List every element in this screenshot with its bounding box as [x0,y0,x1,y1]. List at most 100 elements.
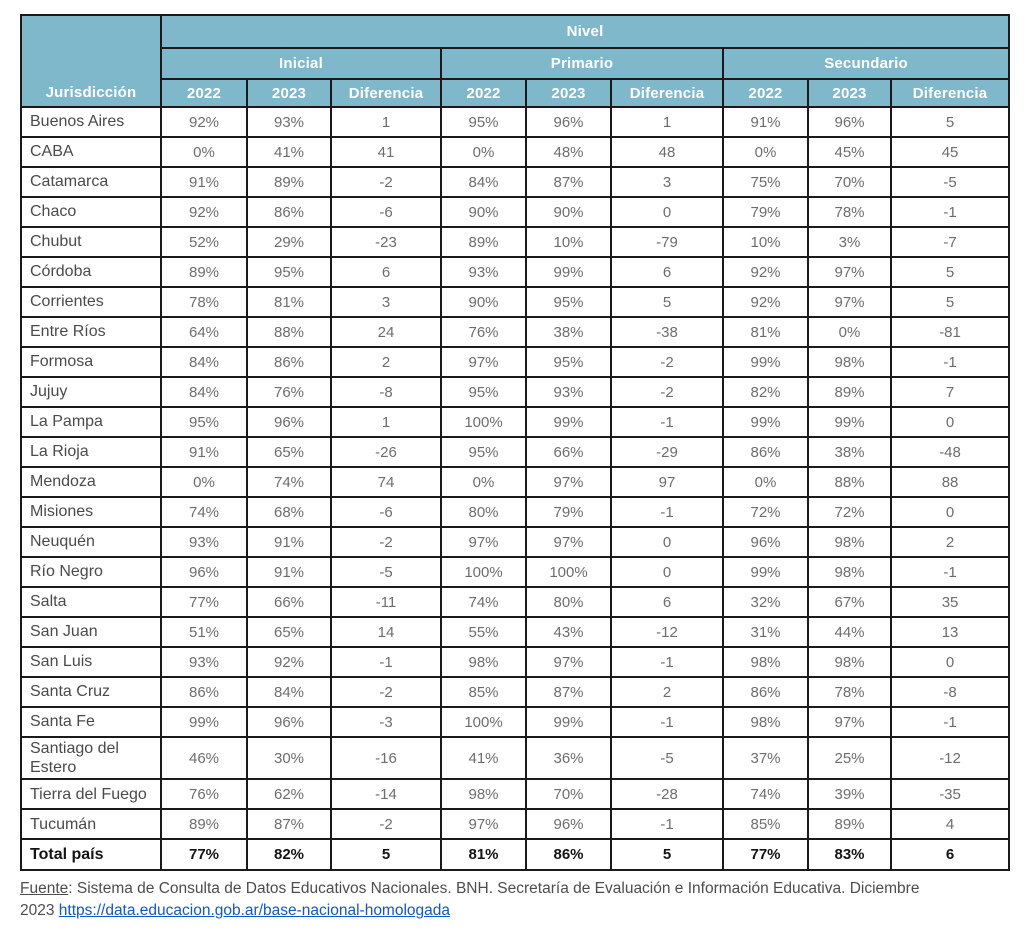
value-cell: 5 [889,256,1011,288]
value-cell: 92% [722,256,809,288]
value-cell: 89% [246,166,332,198]
value-cell: 96% [246,406,332,438]
value-cell: 85% [722,808,809,841]
value-cell: 91% [722,106,809,138]
value-cell: 91% [246,526,332,558]
value-cell: 78% [807,676,892,708]
value-cell: 13 [889,616,1011,648]
jurisdiction-cell: Córdoba [20,256,162,288]
value-cell: -79 [610,226,724,258]
value-cell: 93% [160,646,248,678]
jurisdiction-cell: San Juan [20,616,162,648]
value-cell: 98% [440,646,527,678]
value-cell: -2 [330,676,442,708]
value-cell: 5 [330,838,442,872]
column-header-inicial-2023: 2023 [246,78,332,108]
value-cell: 90% [525,196,612,228]
value-cell: 80% [440,496,527,528]
jurisdiction-cell: Neuquén [20,526,162,558]
value-cell: 70% [525,778,612,811]
value-cell: 86% [722,436,809,468]
value-cell: 76% [160,778,248,811]
value-cell: 6 [610,586,724,618]
value-cell: 97% [440,808,527,841]
jurisdiction-cell: San Luis [20,646,162,678]
jurisdiction-cell: Corrientes [20,286,162,318]
jurisdiction-cell: Total país [20,838,162,872]
table-row: Santa Cruz 86% 84% -2 85% 87% 2 86% 78% -8 [20,676,1011,708]
value-cell: 78% [807,196,892,228]
value-cell: 0 [889,496,1011,528]
value-cell: -48 [889,436,1011,468]
value-cell: -11 [330,586,442,618]
value-cell: 3 [330,286,442,318]
value-cell: 91% [160,166,248,198]
value-cell: 10% [722,226,809,258]
value-cell: -1 [610,406,724,438]
value-cell: -2 [330,808,442,841]
value-cell: 29% [246,226,332,258]
value-cell: 83% [807,838,892,872]
value-cell: 93% [525,376,612,408]
value-cell: 93% [440,256,527,288]
value-cell: 5 [610,838,724,872]
value-cell: 96% [525,106,612,138]
value-cell: 98% [807,556,892,588]
value-cell: 95% [525,286,612,318]
value-cell: 6 [610,256,724,288]
value-cell: 74% [440,586,527,618]
value-cell: -1 [610,706,724,738]
value-cell: 0 [610,196,724,228]
value-cell: -28 [610,778,724,811]
value-cell: 84% [160,376,248,408]
value-cell: 87% [525,676,612,708]
value-cell: -1 [610,496,724,528]
value-cell: 86% [722,676,809,708]
value-cell: 31% [722,616,809,648]
value-cell: 100% [525,556,612,588]
column-header-inicial-2022: 2022 [160,78,248,108]
jurisdiction-cell: CABA [20,136,162,168]
value-cell: 0% [160,136,248,168]
table-row: Mendoza 0% 74% 74 0% 97% 97 0% 88% 88 [20,466,1011,498]
value-cell: 64% [160,316,248,348]
value-cell: 86% [246,346,332,378]
value-cell: 0 [889,406,1011,438]
value-cell: 41% [440,735,527,781]
source-link[interactable]: https://data.educacion.gob.ar/base-nacio… [58,902,451,920]
value-cell: -16 [330,735,442,781]
jurisdiction-cell: Chaco [20,196,162,228]
value-cell: 97% [807,706,892,738]
value-cell: 25% [807,735,892,781]
jurisdiction-cell: Chubut [20,226,162,258]
value-cell: 97% [525,646,612,678]
value-cell: 99% [525,256,612,288]
value-cell: 93% [246,106,332,138]
value-cell: 2 [610,676,724,708]
value-cell: 1 [330,406,442,438]
value-cell: 76% [440,316,527,348]
value-cell: -7 [889,226,1011,258]
value-cell: 70% [807,166,892,198]
value-cell: 99% [722,346,809,378]
value-cell: -2 [610,376,724,408]
table-row: Chaco 92% 86% -6 90% 90% 0 79% 78% -1 [20,196,1011,228]
value-cell: 77% [160,586,248,618]
value-cell: 74% [722,778,809,811]
value-cell: 48 [610,136,724,168]
value-cell: 97% [525,466,612,498]
value-cell: 0 [889,646,1011,678]
value-cell: 97% [525,526,612,558]
value-cell: 87% [246,808,332,841]
value-cell: 86% [160,676,248,708]
value-cell: 95% [246,256,332,288]
value-cell: -8 [889,676,1011,708]
value-cell: 88 [889,466,1011,498]
value-cell: 93% [160,526,248,558]
value-cell: -3 [330,706,442,738]
header-nivel: Nivel [159,14,1011,49]
value-cell: -35 [889,778,1011,811]
value-cell: 74% [246,466,332,498]
value-cell: 92% [160,106,248,138]
table-row: Río Negro 96% 91% -5 100% 100% 0 99% 98% -1 [20,556,1011,588]
